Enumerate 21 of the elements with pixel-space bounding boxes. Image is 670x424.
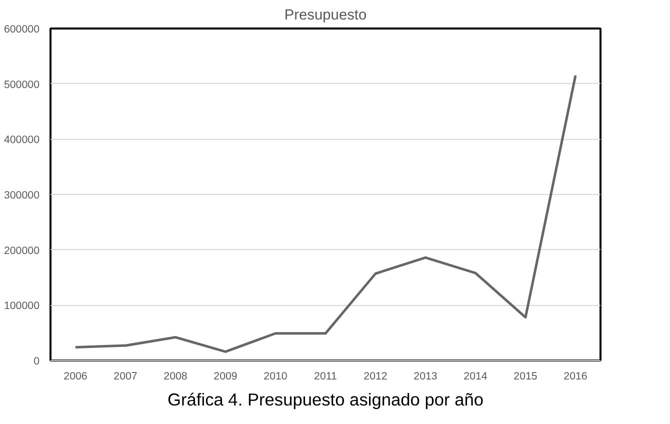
y-tick-label: 300000 — [4, 190, 40, 202]
x-tick-label: 2009 — [214, 370, 238, 382]
x-tick-label: 2008 — [164, 370, 188, 382]
x-tick-label: 2016 — [564, 370, 588, 382]
x-tick-label: 2012 — [364, 370, 388, 382]
x-tick-label: 2013 — [414, 370, 438, 382]
x-tick-label: 2010 — [264, 370, 288, 382]
line-series — [74, 74, 577, 353]
x-tick-label: 2011 — [314, 370, 338, 382]
y-tick-label: 100000 — [4, 300, 40, 312]
y-tick-label: 600000 — [4, 24, 40, 36]
y-tick-label: 400000 — [4, 134, 40, 146]
x-tick-label: 2006 — [64, 370, 88, 382]
x-tick-label: 2007 — [114, 370, 138, 382]
y-tick-label: 0 — [34, 356, 40, 368]
text: Gráfica 4. Presupuesto asignado por año — [168, 390, 484, 410]
x-tick-label: 2014 — [464, 370, 488, 382]
x-tick-label: 2015 — [514, 370, 538, 382]
chart-title: Presupuesto — [284, 8, 367, 24]
y-tick-label: 200000 — [4, 244, 40, 257]
y-tick-label: 500000 — [4, 78, 40, 91]
